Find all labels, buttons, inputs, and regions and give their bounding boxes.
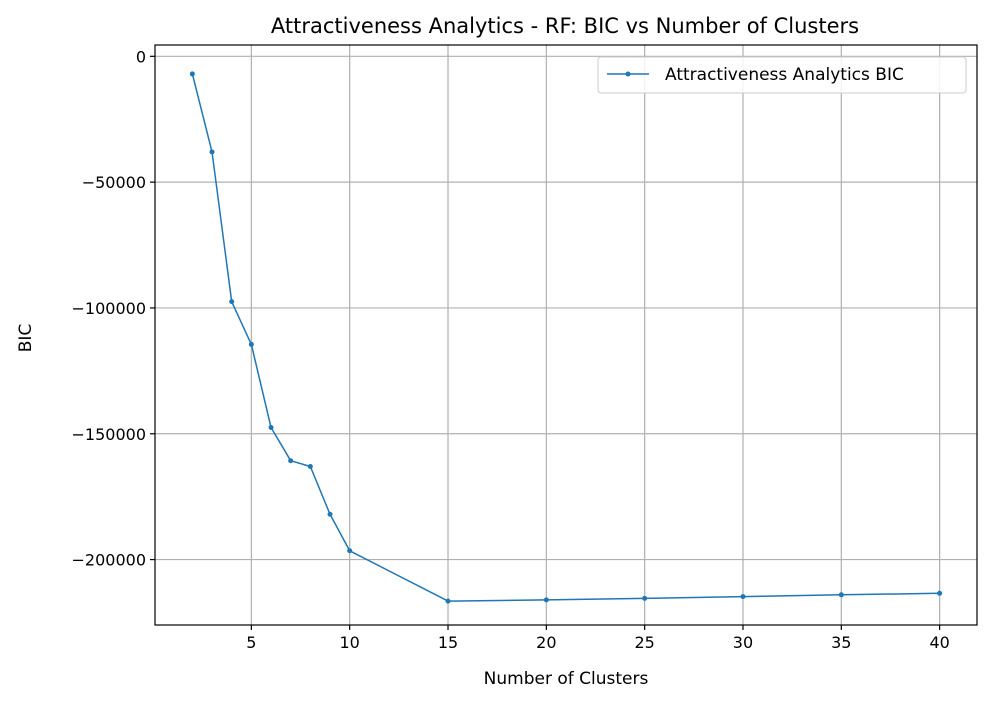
y-axis-label: BIC	[16, 324, 36, 353]
plot-area-frame	[154, 44, 978, 626]
data-point	[229, 299, 235, 305]
data-point	[248, 341, 254, 347]
grid-lines	[155, 45, 977, 625]
data-point	[209, 149, 215, 155]
legend: Attractiveness Analytics BIC	[597, 56, 967, 94]
data-point	[838, 592, 844, 598]
data-point	[347, 548, 353, 554]
x-tick-label: 10	[340, 633, 360, 652]
x-tick-label: 20	[536, 633, 556, 652]
x-tick-label: 40	[929, 633, 949, 652]
chart-title: Attractiveness Analytics - RF: BIC vs Nu…	[271, 14, 859, 38]
series-line	[191, 73, 940, 602]
y-tick-label: −50000	[82, 173, 146, 192]
data-point	[307, 463, 313, 469]
data-point	[189, 71, 195, 77]
x-tick-label: 35	[831, 633, 851, 652]
x-axis-label: Number of Clusters	[484, 669, 649, 689]
data-point	[327, 511, 333, 517]
legend-label: Attractiveness Analytics BIC	[665, 65, 904, 85]
legend-marker-swatch	[625, 71, 631, 77]
data-point	[740, 594, 746, 600]
x-axis-ticks: 5 10 15 20 25 30 35 40	[246, 625, 950, 652]
x-tick-label: 25	[634, 633, 654, 652]
legend-box	[597, 56, 967, 94]
y-axis-ticks: 0 −50000 −100000 −150000 −200000	[72, 47, 155, 570]
x-tick-label: 15	[438, 633, 458, 652]
data-point	[937, 590, 943, 596]
x-tick-label: 30	[733, 633, 753, 652]
series-layer	[189, 71, 943, 604]
y-tick-label: −200000	[72, 551, 146, 570]
y-tick-label: −100000	[72, 299, 146, 318]
data-point	[445, 598, 451, 604]
data-point	[288, 458, 294, 464]
data-point	[642, 595, 648, 601]
x-tick-label: 5	[246, 633, 256, 652]
data-point	[543, 597, 549, 603]
y-tick-label: 0	[136, 47, 146, 66]
y-tick-label: −150000	[72, 425, 146, 444]
data-point	[268, 424, 274, 430]
